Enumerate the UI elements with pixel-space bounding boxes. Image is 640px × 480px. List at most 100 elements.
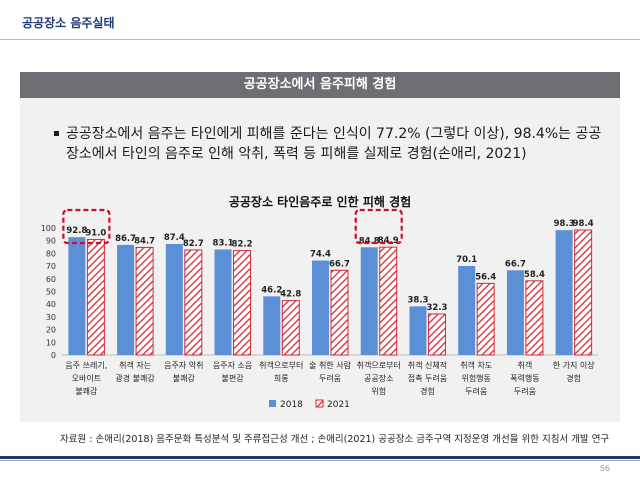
legend-label-2021: 2021	[327, 400, 350, 410]
data-label-2018: 70.1	[456, 255, 477, 265]
data-label-2018: 46.2	[261, 285, 282, 295]
x-tick-label: 음주자 악취	[164, 360, 203, 370]
data-label-2021: 82.2	[232, 240, 253, 250]
highlight-box	[354, 208, 403, 245]
data-label-2018: 98.3	[554, 219, 575, 229]
y-tick-label: 100	[41, 224, 56, 233]
y-tick-label: 0	[51, 351, 56, 360]
bar-2018	[165, 244, 183, 355]
x-tick-label: 불편감	[221, 373, 244, 383]
bar-2018	[68, 237, 86, 355]
data-label-2021: 98.4	[573, 219, 594, 229]
data-label-2021: 82.7	[183, 239, 204, 249]
x-tick-label: 접촉 두려움	[408, 373, 447, 383]
summary-text: 공공장소에서 음주는 타인에게 피해를 준다는 인식이 77.2% (그렇다 이…	[66, 126, 602, 162]
x-tick-label: 한 가지 이상	[553, 360, 596, 370]
x-tick-label: 위험행동	[461, 373, 490, 383]
x-tick-label: 광경 불쾌감	[115, 373, 155, 383]
x-tick-label: 위험	[371, 387, 386, 396]
data-label-2018: 74.4	[310, 250, 331, 260]
chart-title: 공공장소 타인음주로 인한 피해 경험	[228, 195, 412, 209]
bar-2018	[360, 247, 378, 355]
bar-2021	[86, 238, 105, 356]
data-label-2021: 32.3	[426, 303, 447, 313]
bar-2018	[555, 230, 573, 355]
x-tick-label: 술 취한 사람	[309, 360, 352, 370]
x-tick-label: 경험	[566, 373, 581, 383]
legend-swatch-2018	[269, 400, 276, 407]
data-label-2021: 84.9	[378, 236, 399, 246]
data-label-2021: 42.8	[280, 290, 301, 300]
bar-2018	[458, 265, 476, 355]
x-tick-label: 취객 차도	[460, 360, 492, 370]
data-label-2018: 66.7	[505, 259, 526, 269]
data-label-2021: 91.0	[85, 228, 106, 238]
y-tick-label: 10	[46, 338, 56, 347]
data-label-2021: 58.4	[524, 270, 545, 280]
x-tick-label: 공공장소	[364, 373, 393, 383]
x-tick-label: 두려움	[465, 386, 487, 396]
x-tick-label: 폭력행동	[510, 373, 539, 383]
page-title: 공공장소 음주실태	[22, 16, 115, 30]
bar-2021	[330, 269, 349, 356]
x-tick-label: 두려움	[319, 373, 341, 383]
x-tick-label: 불쾌감	[173, 373, 196, 383]
x-tick-label: 불쾌감	[75, 386, 98, 396]
x-tick-label: 취객으로부터	[259, 360, 303, 370]
source-citation: 자료원 : 손애리(2018) 음주문화 특성분석 및 주류접근성 개선 ; 손…	[60, 434, 610, 445]
bar-2018	[263, 296, 281, 355]
x-tick-label: 경험	[420, 386, 435, 396]
bar-2018	[409, 306, 427, 355]
section-banner: 공공장소에서 음주피해 경험	[20, 72, 620, 98]
x-tick-label: 음주 쓰레기,	[65, 361, 107, 370]
y-tick-label: 60	[46, 275, 56, 284]
bar-2021	[476, 282, 495, 356]
data-label-2018: 38.3	[407, 295, 428, 305]
data-label-2018: 86.7	[115, 234, 136, 244]
bullet-marker	[54, 131, 59, 136]
bar-2021	[233, 250, 252, 356]
x-tick-label: 취객으로부터	[357, 360, 401, 370]
data-label-2018: 84.8	[359, 236, 380, 246]
data-label-2018: 92.8	[66, 226, 87, 236]
data-label-2018: 87.4	[164, 233, 185, 243]
bar-chart: 0 10 20 30 40 50 60 70 80 90 100 92.891.0 음주 쓰레기, 오바이…	[41, 208, 598, 410]
data-label-2021: 84.7	[134, 236, 155, 246]
y-tick-label: 20	[46, 326, 56, 335]
footer-divider	[0, 456, 640, 459]
header-divider	[0, 39, 640, 40]
x-tick-label: 취객	[518, 360, 533, 370]
x-tick-label: 음주자 소음	[213, 361, 252, 370]
bar-2021	[281, 300, 300, 356]
y-tick-label: 50	[46, 288, 56, 297]
bar-2021	[184, 249, 203, 356]
highlight-box	[62, 208, 111, 245]
bar-2018	[214, 249, 232, 355]
bar-2018	[312, 260, 329, 355]
bar-2021	[379, 246, 398, 356]
x-tick-label: 두려움	[514, 386, 536, 396]
data-label-2018: 83.1	[213, 238, 234, 248]
bar-2021	[427, 313, 446, 356]
bar-2021	[574, 229, 593, 356]
page-header: 공공장소 음주실태	[0, 0, 640, 40]
legend-label-2018: 2018	[280, 400, 303, 410]
y-tick-label: 30	[46, 313, 56, 322]
bar-2018	[117, 244, 135, 355]
page-number: 56	[599, 464, 610, 473]
x-tick-label: 희롱	[274, 373, 289, 383]
y-tick-label: 70	[46, 262, 56, 271]
legend-swatch-2021	[315, 399, 324, 408]
x-tick-label: 취객 신체적	[408, 360, 447, 370]
y-tick-label: 40	[46, 300, 56, 309]
y-tick-label: 90	[46, 237, 56, 246]
data-label-2021: 56.4	[475, 272, 496, 282]
summary-bullet: 공공장소에서 음주는 타인에게 피해를 준다는 인식이 77.2% (그렇다 이…	[54, 124, 606, 164]
x-tick-label: 오바이트	[72, 373, 101, 383]
bar-2018	[506, 270, 524, 355]
footer-divider-thin	[0, 460, 640, 461]
bar-2021	[525, 280, 544, 356]
data-label-2021: 66.7	[329, 259, 350, 269]
bar-2021	[135, 246, 154, 356]
x-tick-label: 취객 자는	[119, 360, 151, 370]
